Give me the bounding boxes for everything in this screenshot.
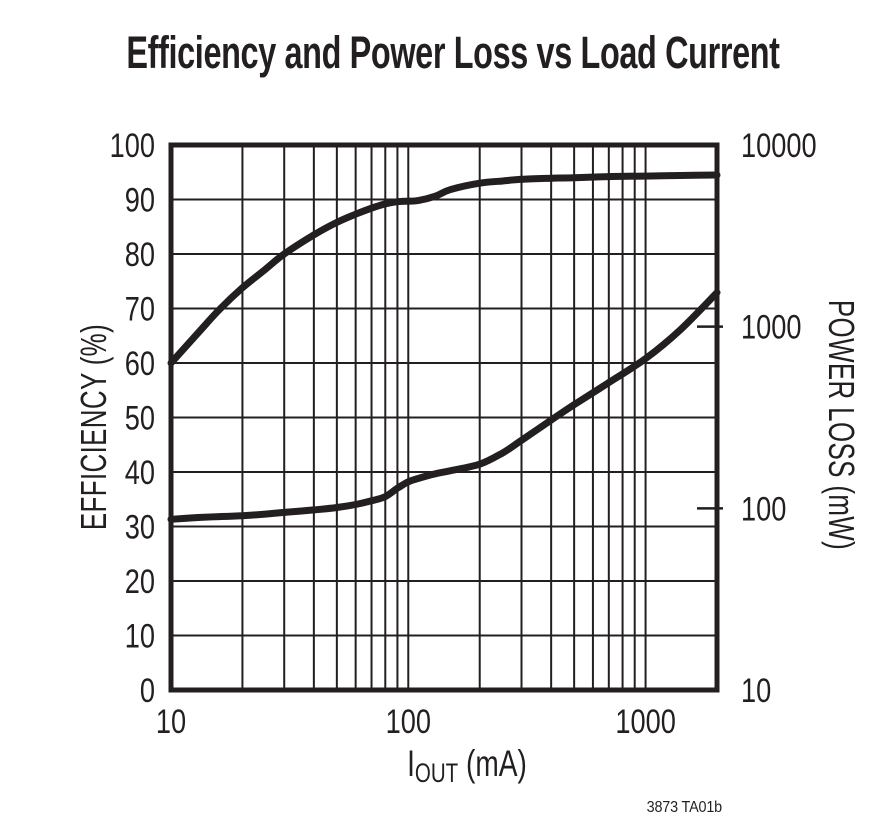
figure-number: 3873 TA01b bbox=[646, 799, 723, 816]
left-tick-label: 90 bbox=[125, 181, 155, 220]
x-axis-label: IOUT (mA) bbox=[407, 743, 527, 789]
right-tick-label: 10000 bbox=[741, 126, 817, 165]
right-tick-label: 1000 bbox=[741, 308, 801, 347]
left-tick-label: 0 bbox=[140, 671, 155, 710]
right-tick-label: 10 bbox=[741, 671, 771, 710]
bottom-tick-label: 10 bbox=[156, 702, 186, 741]
left-tick-label: 70 bbox=[125, 290, 155, 329]
left-tick-label: 100 bbox=[110, 126, 155, 165]
bottom-tick-label: 100 bbox=[386, 702, 431, 741]
left-tick-label: 60 bbox=[125, 344, 155, 383]
plot-border bbox=[168, 142, 720, 693]
curve-power-loss bbox=[167, 289, 721, 523]
chart-title: Efficiency and Power Loss vs Load Curren… bbox=[126, 27, 780, 78]
left-axis-label: EFFICIENCY (%) bbox=[73, 323, 114, 531]
right-tick-label: 100 bbox=[741, 489, 786, 528]
left-tick-label: 80 bbox=[125, 235, 155, 274]
x-axis-label-main: I bbox=[407, 743, 415, 784]
left-tick-label: 50 bbox=[125, 399, 155, 438]
curve-efficiency bbox=[167, 171, 721, 367]
x-axis-label-unit: (mA) bbox=[458, 743, 527, 784]
left-tick-label: 40 bbox=[125, 453, 155, 492]
right-axis-label: POWER LOSS (mW) bbox=[821, 299, 862, 551]
left-tick-label: 30 bbox=[125, 508, 155, 547]
left-tick-label: 10 bbox=[125, 617, 155, 656]
bottom-tick-label: 1000 bbox=[615, 702, 675, 741]
x-axis-label-subscript: OUT bbox=[414, 758, 459, 788]
left-tick-label: 20 bbox=[125, 562, 155, 601]
